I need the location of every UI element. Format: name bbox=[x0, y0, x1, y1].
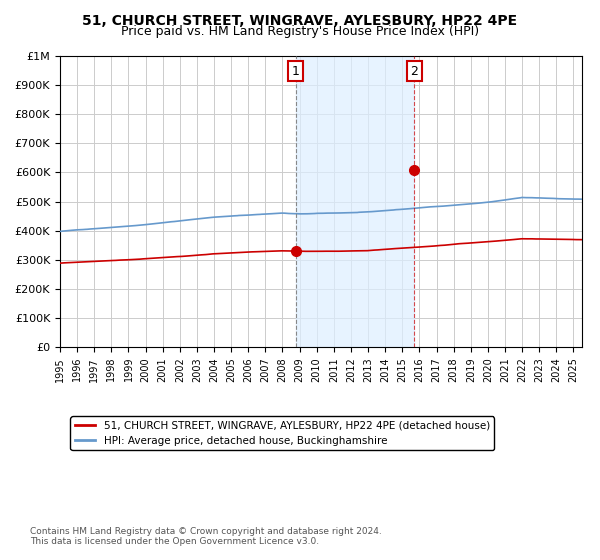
Text: Price paid vs. HM Land Registry's House Price Index (HPI): Price paid vs. HM Land Registry's House … bbox=[121, 25, 479, 38]
Text: 51, CHURCH STREET, WINGRAVE, AYLESBURY, HP22 4PE: 51, CHURCH STREET, WINGRAVE, AYLESBURY, … bbox=[82, 14, 518, 28]
Text: Contains HM Land Registry data © Crown copyright and database right 2024.
This d: Contains HM Land Registry data © Crown c… bbox=[30, 526, 382, 546]
Text: 2: 2 bbox=[410, 65, 418, 78]
Text: 1: 1 bbox=[292, 65, 299, 78]
Legend: 51, CHURCH STREET, WINGRAVE, AYLESBURY, HP22 4PE (detached house), HPI: Average : 51, CHURCH STREET, WINGRAVE, AYLESBURY, … bbox=[70, 417, 494, 450]
Bar bbox=[296, 56, 414, 347]
